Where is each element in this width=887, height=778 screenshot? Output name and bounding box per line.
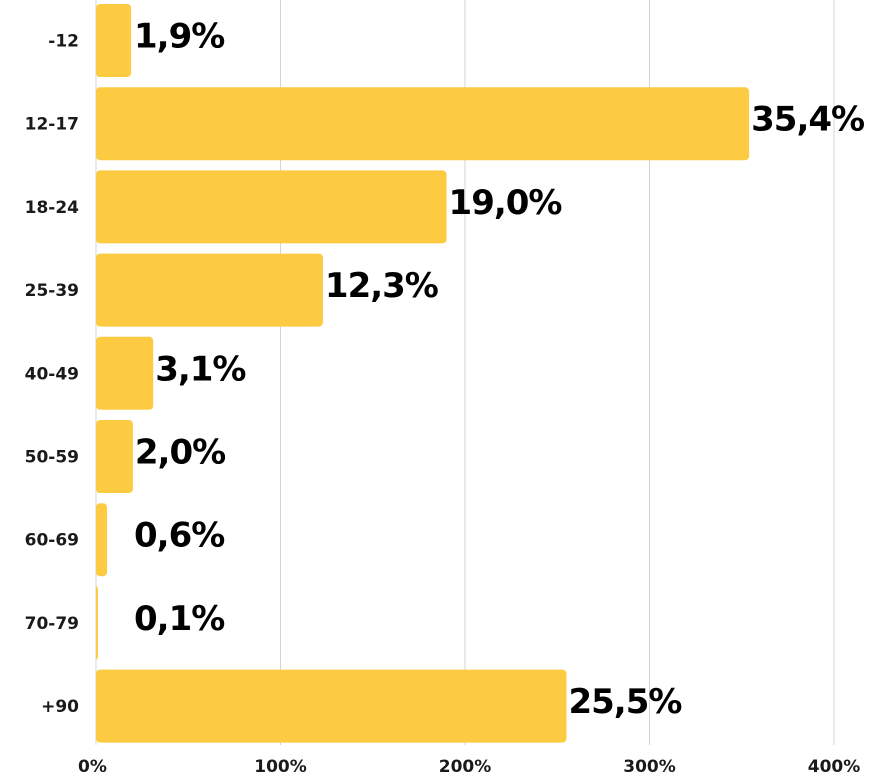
- x-tick-label: 400%: [808, 757, 861, 777]
- category-label: +90: [41, 697, 79, 717]
- category-label: 50-59: [25, 448, 79, 468]
- bar: [96, 4, 132, 77]
- data-label: 19,0%: [449, 183, 562, 223]
- category-label: -12: [48, 32, 79, 52]
- data-labels: 1,9% 35,4% 19,0% 12,3% 3,1% 2,0% 0,6% 0,1% 25,5%: [134, 17, 865, 723]
- bar: [96, 420, 133, 493]
- data-label: 35,4%: [751, 100, 864, 140]
- x-tick-label: 100%: [254, 757, 307, 777]
- bar: [96, 170, 447, 244]
- bars: [96, 4, 750, 743]
- data-label: 1,9%: [134, 17, 224, 57]
- bar: [96, 336, 154, 410]
- x-tick-label: 300%: [623, 757, 676, 777]
- category-label: 18-24: [25, 198, 80, 218]
- bar: [96, 669, 567, 743]
- data-label: 25,5%: [568, 682, 681, 722]
- bar: [96, 586, 98, 660]
- category-label: 60-69: [25, 531, 79, 551]
- data-label: 0,6%: [134, 516, 224, 556]
- bar: [96, 503, 108, 577]
- category-label: 40-49: [25, 364, 79, 384]
- x-tick-label: 200%: [439, 757, 492, 777]
- data-label: 12,3%: [325, 266, 438, 306]
- data-label: 0,1%: [134, 599, 224, 639]
- x-tick-label: 0%: [78, 757, 107, 777]
- bar: [96, 253, 323, 327]
- category-label: 12-17: [25, 115, 79, 135]
- x-axis-tick-labels: 0% 100% 200% 300% 400%: [78, 757, 860, 777]
- category-label: 25-39: [25, 281, 79, 301]
- data-label: 2,0%: [135, 433, 225, 473]
- category-label: 70-79: [25, 614, 79, 634]
- category-labels: -12 12-17 18-24 25-39 40-49 50-59 60-69 70-79 +9…: [25, 32, 80, 718]
- data-label: 3,1%: [155, 349, 245, 389]
- bar: [96, 87, 750, 161]
